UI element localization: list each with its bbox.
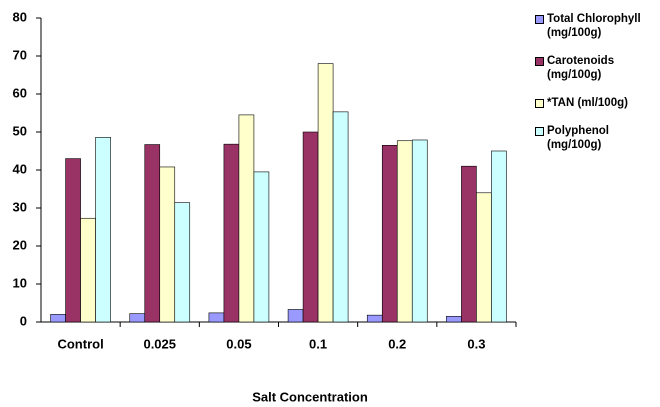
bar — [65, 158, 81, 323]
x-axis-label: Salt Concentration — [252, 389, 368, 404]
bar — [129, 313, 146, 323]
legend-item: *TAN (ml/100g) — [535, 96, 660, 110]
legend: Total Chlorophyll (mg/100g) Carotenoids (… — [535, 12, 660, 166]
legend-item: Polyphenol (mg/100g) — [535, 124, 660, 152]
bar — [446, 315, 462, 323]
bar — [223, 143, 240, 323]
y-tick-label: 30 — [13, 199, 27, 214]
y-tick-label: 60 — [13, 85, 27, 100]
bar — [144, 144, 161, 323]
y-tick-label: 50 — [13, 123, 27, 138]
bar — [302, 131, 319, 323]
legend-item: Total Chlorophyll (mg/100g) — [535, 12, 660, 40]
legend-label: Total Chlorophyll (mg/100g) — [547, 13, 641, 39]
legend-label: Polyphenol (mg/100g) — [547, 125, 609, 151]
bar — [332, 111, 349, 323]
x-tick-label: Control — [57, 336, 103, 351]
legend-swatch — [535, 99, 544, 108]
bar — [381, 145, 398, 323]
bar — [238, 114, 255, 323]
y-tick-label: 70 — [13, 47, 27, 62]
x-tick-label: 0.1 — [309, 336, 327, 351]
legend-label: Carotenoids (mg/100g) — [547, 55, 615, 81]
y-tick-label: 20 — [13, 237, 27, 252]
y-tick-label: 80 — [13, 9, 27, 24]
bar — [461, 165, 477, 323]
bar — [366, 314, 383, 323]
legend-swatch — [535, 15, 544, 24]
x-tick-label: 0.025 — [143, 336, 176, 351]
bar — [287, 309, 304, 323]
y-tick-label: 10 — [13, 275, 27, 290]
x-tick-label: 0.05 — [226, 336, 251, 351]
bar — [80, 217, 96, 323]
bar — [95, 137, 111, 323]
x-tick-label: 0.2 — [388, 336, 406, 351]
y-tick-label: 40 — [13, 161, 27, 176]
legend-label: *TAN (ml/100g) — [547, 97, 628, 109]
legend-swatch — [535, 57, 544, 66]
bar — [476, 192, 492, 323]
bar — [396, 140, 413, 323]
bar — [50, 314, 66, 323]
bar — [208, 312, 225, 323]
bar — [159, 166, 176, 323]
bar — [411, 139, 428, 323]
x-tick-label: 0.3 — [467, 336, 485, 351]
y-tick-label: 0 — [20, 313, 27, 328]
bar — [317, 63, 334, 323]
bar — [491, 150, 507, 323]
legend-swatch — [535, 127, 544, 136]
bar — [253, 171, 270, 323]
legend-item: Carotenoids (mg/100g) — [535, 54, 660, 82]
bar — [174, 202, 191, 323]
